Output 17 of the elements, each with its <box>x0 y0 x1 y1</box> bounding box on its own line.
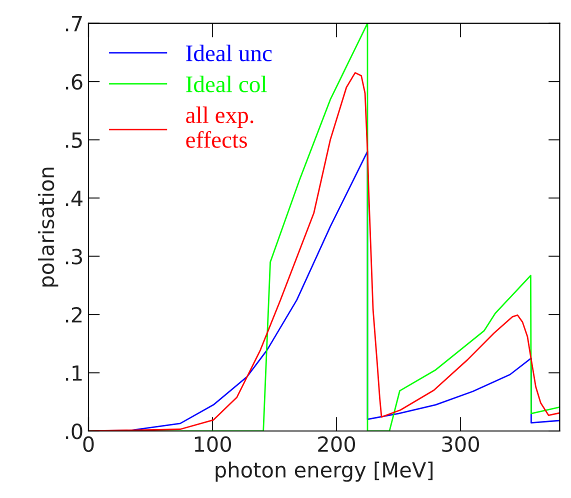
x-tick-label: 0 <box>83 436 94 452</box>
legend-label: Ideal col <box>186 76 267 92</box>
y-tick-label: .4 <box>66 190 82 206</box>
legend-label: all exp. effects <box>186 106 254 148</box>
x-axis-title: photon energy [MeV] <box>216 462 433 482</box>
y-tick-label: .0 <box>66 423 82 440</box>
legend-label: Ideal unc <box>186 44 272 62</box>
x-tick-label: 100 <box>194 436 231 452</box>
y-axis-title: polarisation <box>38 168 58 286</box>
y-tick-label: .3 <box>66 248 82 264</box>
y-tick-label: .5 <box>66 132 82 148</box>
x-tick-label: 300 <box>442 436 479 452</box>
x-tick-label: 200 <box>318 436 355 452</box>
y-tick-label: .7 <box>66 16 82 32</box>
y-tick-label: .2 <box>66 306 82 322</box>
y-tick-label: .1 <box>66 365 82 381</box>
y-tick-label: .6 <box>66 74 82 90</box>
